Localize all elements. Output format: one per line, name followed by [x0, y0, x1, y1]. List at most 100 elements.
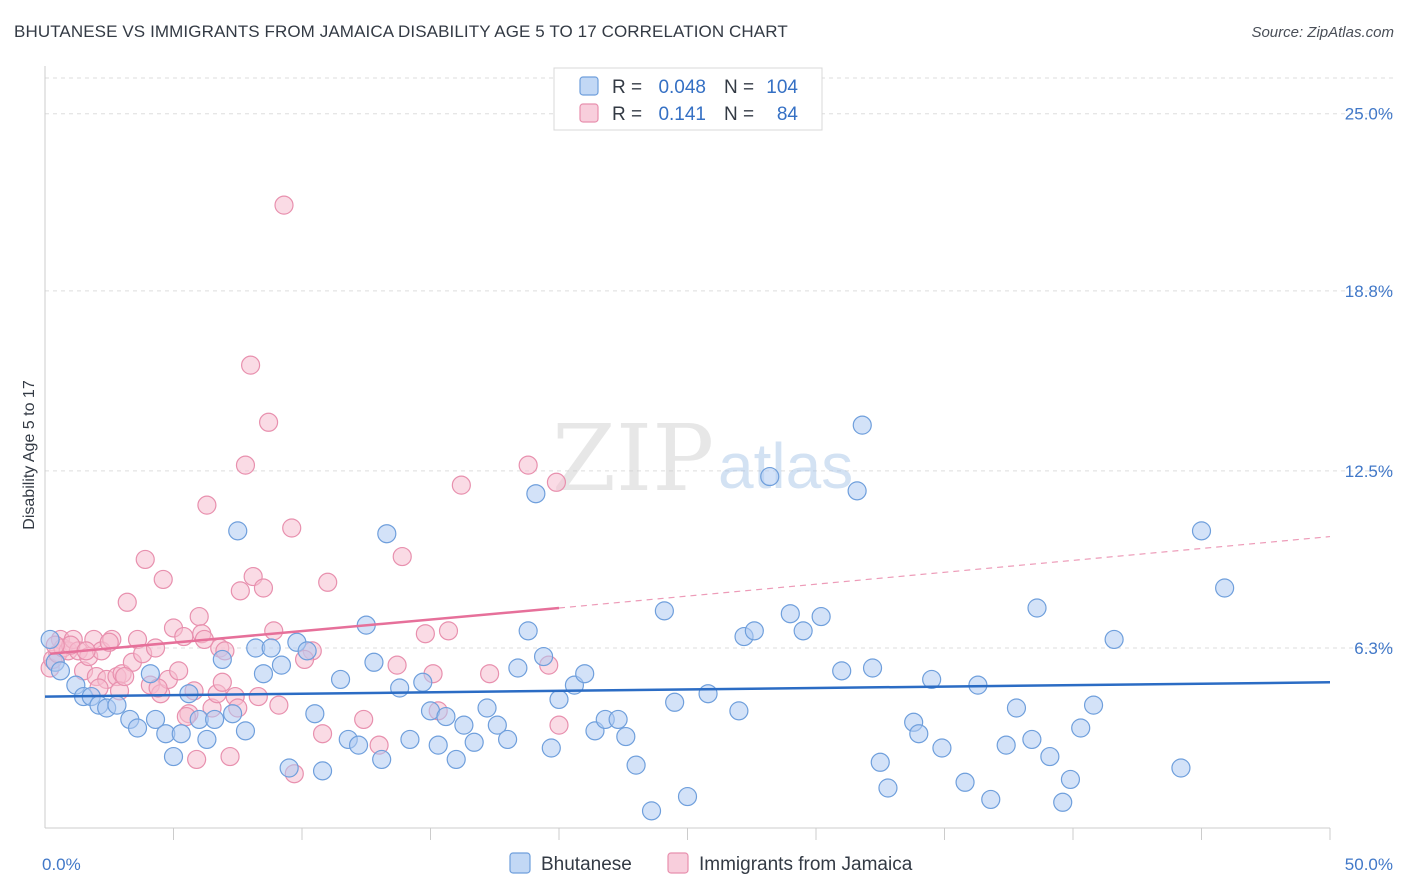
legend-r-label: R = [612, 77, 642, 98]
point-bhutanese [498, 729, 518, 750]
chart-title: BHUTANESE VS IMMIGRANTS FROM JAMAICA DIS… [14, 22, 788, 41]
point-bhutanese [909, 724, 929, 744]
legend-bottom-label-bhutanese: Bhutanese [541, 854, 632, 875]
legend-box [553, 67, 823, 131]
trend-lines [44, 535, 1331, 698]
watermark-zip: ZIP [552, 405, 714, 512]
point-bhutanese [996, 735, 1016, 755]
point-jamaica [253, 578, 274, 598]
point-bhutanese [955, 772, 975, 792]
point-bhutanese [261, 638, 281, 658]
point-bhutanese [279, 758, 299, 778]
point-bhutanese [253, 664, 274, 684]
point-bhutanese [1191, 521, 1212, 541]
point-bhutanese [330, 669, 351, 690]
point-bhutanese [862, 658, 883, 678]
legend-bottom-swatch-blue [509, 852, 531, 874]
point-bhutanese [616, 726, 636, 747]
point-bhutanese [575, 664, 595, 684]
point-bhutanese [526, 484, 546, 504]
point-bhutanese [297, 641, 317, 661]
point-bhutanese [832, 661, 852, 681]
point-bhutanese [235, 721, 256, 741]
point-jamaica [549, 715, 569, 735]
point-jamaica [415, 624, 435, 644]
point-bhutanese [852, 415, 872, 435]
point-bhutanese [428, 735, 448, 755]
point-jamaica [312, 724, 333, 744]
point-bhutanese [760, 466, 780, 487]
point-bhutanese [145, 709, 166, 730]
point-bhutanese [1053, 792, 1073, 812]
point-bhutanese [212, 649, 232, 670]
point-jamaica [518, 455, 538, 475]
point-bhutanese [698, 684, 718, 704]
point-bhutanese [744, 621, 764, 641]
point-jamaica [230, 581, 250, 601]
point-bhutanese [140, 664, 160, 684]
point-bhutanese [541, 738, 561, 758]
point-jamaica [258, 412, 279, 432]
point-jamaica [354, 709, 374, 730]
legend-top: R = 0.048 N = 104 R = 0.141 N = 84 [553, 67, 823, 131]
legend-bottom-swatch-pink [667, 852, 689, 874]
legend-swatch-blue [579, 76, 599, 96]
point-bhutanese [981, 789, 1001, 810]
point-jamaica [480, 664, 500, 684]
point-bhutanese [1027, 598, 1047, 618]
point-jamaica [212, 672, 232, 692]
point-bhutanese [793, 621, 813, 641]
legend-n-value: 104 [766, 77, 798, 98]
point-bhutanese [50, 661, 71, 681]
point-bhutanese [932, 738, 952, 758]
point-jamaica [282, 518, 302, 538]
legend-bottom: Bhutanese Immigrants from Jamaica [509, 852, 913, 875]
legend-n-label: N = [724, 104, 754, 125]
point-bhutanese [305, 704, 325, 724]
point-bhutanese [1060, 769, 1081, 790]
watermark: ZIP atlas [552, 405, 853, 512]
point-bhutanese [533, 646, 554, 667]
axes [44, 66, 1331, 840]
point-bhutanese [40, 629, 60, 650]
legend-n-label: N = [724, 77, 754, 98]
point-bhutanese [654, 601, 674, 621]
point-jamaica [135, 549, 155, 570]
y-tick-label: 25.0% [1345, 105, 1393, 124]
point-bhutanese [847, 481, 867, 501]
point-bhutanese [390, 678, 410, 698]
y-axis-label: Disability Age 5 to 17 [21, 380, 38, 530]
legend-n-value: 84 [777, 104, 799, 125]
point-jamaica [318, 572, 338, 592]
point-jamaica [438, 621, 459, 641]
point-bhutanese [1171, 758, 1191, 778]
point-bhutanese [197, 729, 217, 750]
point-jamaica [264, 621, 284, 641]
point-jamaica [220, 746, 240, 767]
legend-swatch-pink [579, 103, 599, 123]
legend-r-label: R = [612, 104, 642, 125]
point-jamaica [117, 592, 137, 612]
source-label: Source: ZipAtlas.com [1251, 24, 1394, 41]
point-bhutanese [811, 606, 831, 627]
point-bhutanese [1071, 718, 1091, 738]
point-bhutanese [127, 718, 148, 738]
point-bhutanese [780, 604, 800, 624]
point-bhutanese [413, 672, 433, 692]
point-bhutanese [1006, 698, 1027, 718]
point-jamaica [153, 569, 173, 590]
point-bhutanese [677, 786, 698, 807]
point-jamaica [248, 686, 268, 707]
point-bhutanese [228, 521, 248, 541]
point-jamaica [145, 638, 166, 658]
point-bhutanese [508, 658, 528, 678]
point-bhutanese [1083, 695, 1104, 715]
point-bhutanese [171, 724, 191, 744]
point-bhutanese [626, 755, 646, 775]
point-bhutanese [348, 735, 369, 755]
y-tick-label: 18.8% [1345, 282, 1393, 301]
point-bhutanese [1104, 629, 1124, 650]
point-bhutanese [223, 704, 243, 724]
point-bhutanese [1040, 746, 1060, 767]
